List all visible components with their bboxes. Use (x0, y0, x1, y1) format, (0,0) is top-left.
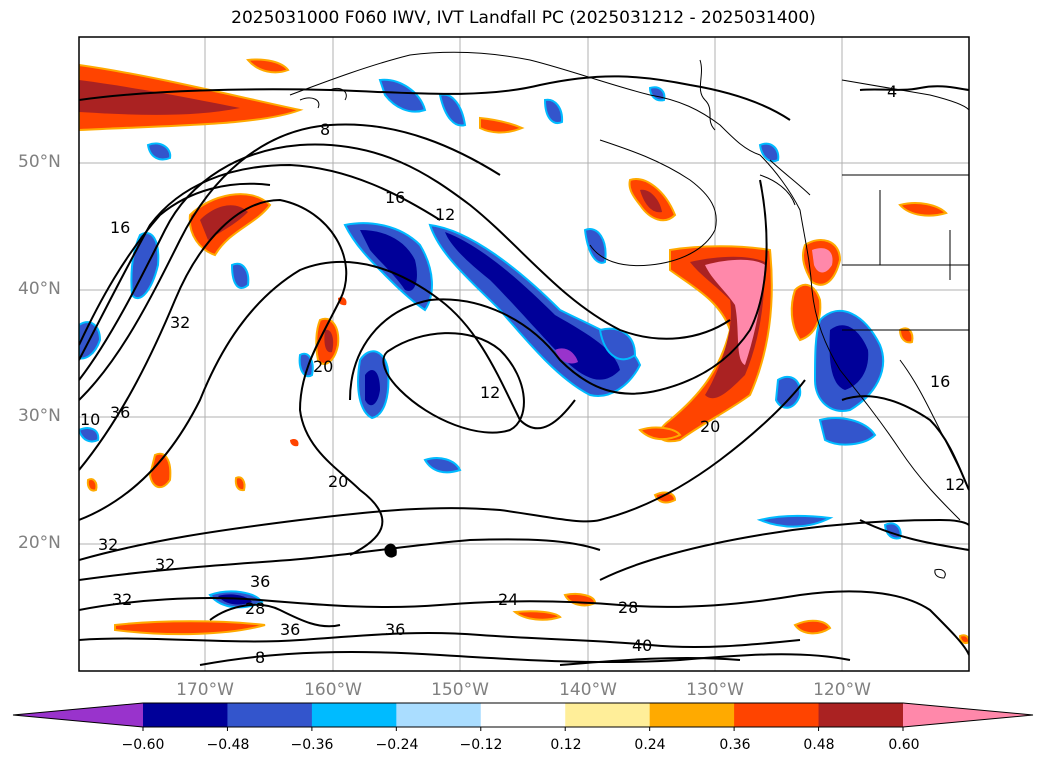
svg-text:8: 8 (255, 648, 265, 667)
colorbar-tick: −0.60 (121, 737, 165, 753)
colorbar-tick: −0.24 (375, 737, 419, 753)
svg-text:16: 16 (110, 218, 130, 237)
svg-text:36: 36 (385, 620, 405, 639)
svg-text:10: 10 (80, 410, 100, 429)
svg-text:36: 36 (110, 403, 130, 422)
colorbar-tick: −0.12 (459, 737, 503, 753)
colorbar-segment (227, 703, 313, 727)
svg-text:28: 28 (245, 599, 265, 618)
positive-anomaly-fills (79, 58, 969, 645)
svg-text:4: 4 (887, 82, 897, 101)
colorbar-segment (734, 703, 820, 727)
svg-text:36: 36 (250, 572, 270, 591)
colorbar-segment (480, 703, 566, 727)
lon-label-130w: 130°W (686, 680, 744, 700)
colorbar-tick: −0.36 (290, 737, 334, 753)
contour-labels: 4 8 16 12 16 32 20 12 20 16 10 36 20 12 … (80, 82, 965, 667)
colorbar-segment (143, 703, 228, 727)
lat-label-40n: 40°N (18, 279, 61, 299)
svg-text:16: 16 (930, 372, 950, 391)
svg-text:20: 20 (328, 472, 348, 491)
svg-text:12: 12 (480, 383, 500, 402)
lon-label-160w: 160°W (304, 680, 362, 700)
svg-text:8: 8 (320, 120, 330, 139)
colorbar-segment (565, 703, 651, 727)
colorbar-arrow-low (13, 703, 143, 727)
colorbar-segment (818, 703, 904, 727)
lon-label-120w: 120°W (813, 680, 871, 700)
colorbar (12, 702, 1034, 731)
svg-text:32: 32 (112, 590, 132, 609)
colorbar-tick: −0.48 (206, 737, 250, 753)
svg-text:40: 40 (632, 636, 652, 655)
svg-text:24: 24 (498, 590, 518, 609)
negative-anomaly-fills (79, 78, 902, 609)
coastlines (289, 51, 969, 579)
lon-label-170w: 170°W (176, 680, 234, 700)
lon-label-140w: 140°W (559, 680, 617, 700)
lon-label-150w: 150°W (431, 680, 489, 700)
svg-text:16: 16 (385, 188, 405, 207)
colorbar-tick: 0.60 (888, 737, 920, 753)
svg-text:12: 12 (435, 205, 455, 224)
svg-text:28: 28 (618, 598, 638, 617)
colorbar-segment (311, 703, 397, 727)
colorbar-segment (649, 703, 735, 727)
svg-text:32: 32 (155, 555, 175, 574)
colorbar-arrow-high (903, 703, 1033, 727)
lat-label-30n: 30°N (18, 406, 61, 426)
svg-text:32: 32 (170, 313, 190, 332)
colorbar-segment (396, 703, 482, 727)
svg-text:36: 36 (280, 620, 300, 639)
lat-label-50n: 50°N (18, 152, 61, 172)
map-frame (78, 36, 970, 672)
svg-text:20: 20 (700, 417, 720, 436)
colorbar-tick: 0.48 (803, 737, 835, 753)
svg-text:20: 20 (313, 357, 333, 376)
svg-text:32: 32 (98, 535, 118, 554)
map-title: 2025031000 F060 IWV, IVT Landfall PC (20… (231, 8, 816, 28)
lat-label-20n: 20°N (18, 533, 61, 553)
contour-lines (79, 75, 969, 666)
colorbar-tick: 0.12 (550, 737, 582, 753)
svg-text:12: 12 (945, 475, 965, 494)
colorbar-tick: 0.24 (634, 737, 666, 753)
colorbar-tick: 0.36 (719, 737, 751, 753)
